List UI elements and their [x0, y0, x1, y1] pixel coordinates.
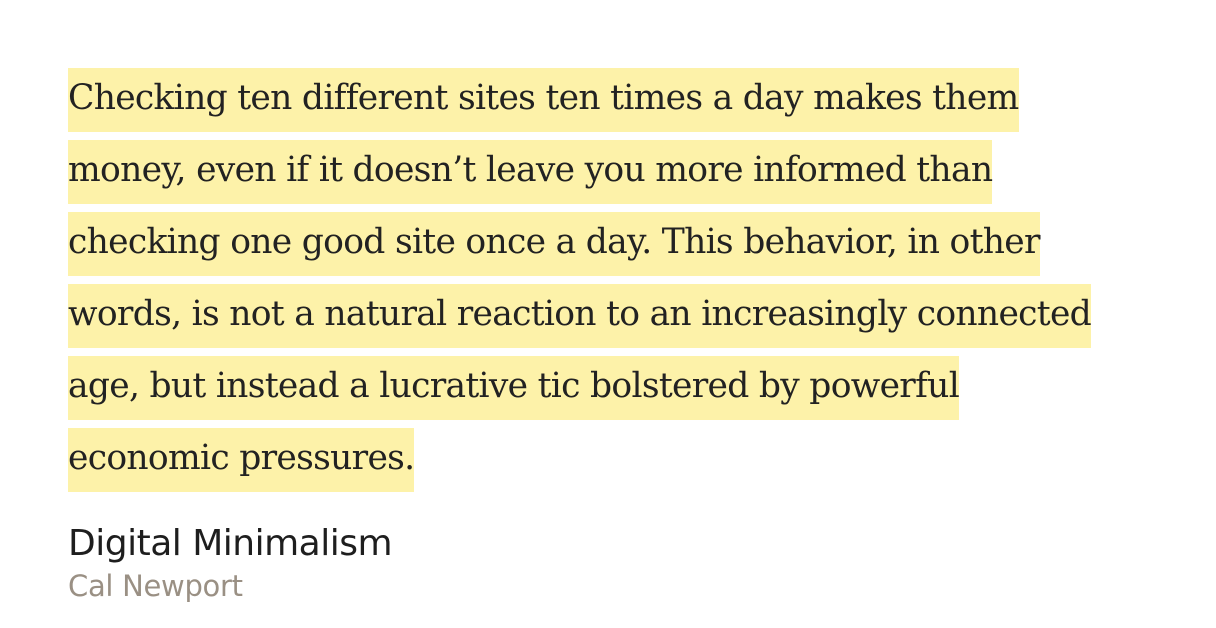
book-title[interactable]: Digital Minimalism [68, 523, 393, 564]
quote-line: age, but instead a lucrative tic bolster… [68, 356, 960, 420]
quote-line: words, is not a natural reaction to an i… [68, 284, 1092, 348]
quote-line: Checking ten different sites ten times a… [68, 68, 1019, 132]
quote-line: checking one good site once a day. This … [68, 212, 1040, 276]
quote-line: economic pressures. [68, 428, 415, 492]
highlighted-quote[interactable]: Checking ten different sites ten times a… [68, 68, 1168, 500]
book-author[interactable]: Cal Newport [68, 569, 243, 603]
quote-line: money, even if it doesn’t leave you more… [68, 140, 993, 204]
